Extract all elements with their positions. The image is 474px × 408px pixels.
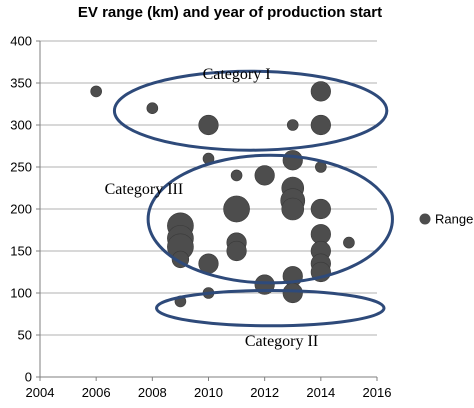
bubble bbox=[286, 119, 299, 131]
legend-label: Range bbox=[435, 212, 473, 227]
bubble bbox=[310, 198, 331, 220]
bubble bbox=[230, 169, 243, 182]
bubble bbox=[90, 85, 102, 98]
x-tick-label: 2006 bbox=[82, 385, 111, 400]
bubble bbox=[282, 282, 303, 304]
bubble bbox=[310, 114, 331, 136]
category-ellipse bbox=[155, 288, 386, 328]
bubble bbox=[343, 236, 355, 249]
bubble bbox=[223, 195, 250, 223]
y-tick-label: 0 bbox=[25, 370, 32, 385]
x-tick-label: 2012 bbox=[250, 385, 279, 400]
category-label: Category III bbox=[105, 181, 184, 198]
y-tick-label: 150 bbox=[10, 244, 32, 259]
x-tick-label: 2014 bbox=[306, 385, 335, 400]
category-ellipse bbox=[146, 153, 394, 285]
y-tick-label: 250 bbox=[10, 160, 32, 175]
y-tick-label: 350 bbox=[10, 76, 32, 91]
bubble bbox=[281, 197, 305, 221]
category-ellipses: Category I Category III Category II bbox=[105, 66, 394, 350]
bubble bbox=[282, 150, 303, 171]
bubble bbox=[226, 240, 247, 262]
legend-marker bbox=[419, 213, 431, 225]
chart-title: EV range (km) and year of production sta… bbox=[77, 4, 383, 21]
legend: Range bbox=[419, 212, 473, 227]
bubble bbox=[254, 165, 275, 186]
y-tick-label: 50 bbox=[18, 328, 32, 343]
bubble bbox=[146, 102, 159, 114]
x-tick-label: 2008 bbox=[138, 385, 167, 400]
y-tick-label: 300 bbox=[10, 118, 32, 133]
axes: 0 50 100 150 200 250 300 350 400 2004 2006 2008 2010… bbox=[10, 34, 391, 401]
bubble bbox=[310, 81, 331, 102]
y-tick-label: 200 bbox=[10, 202, 32, 217]
category-ellipse bbox=[112, 69, 389, 152]
x-tick-label: 2016 bbox=[363, 385, 392, 400]
x-tick-label: 2004 bbox=[26, 385, 55, 400]
bubble bbox=[198, 114, 219, 136]
category-label: Category I bbox=[203, 66, 271, 83]
y-tick-label: 100 bbox=[10, 286, 32, 301]
x-tick-label: 2010 bbox=[194, 385, 223, 400]
y-tick-label: 400 bbox=[10, 34, 32, 49]
category-label: Category II bbox=[245, 333, 318, 350]
